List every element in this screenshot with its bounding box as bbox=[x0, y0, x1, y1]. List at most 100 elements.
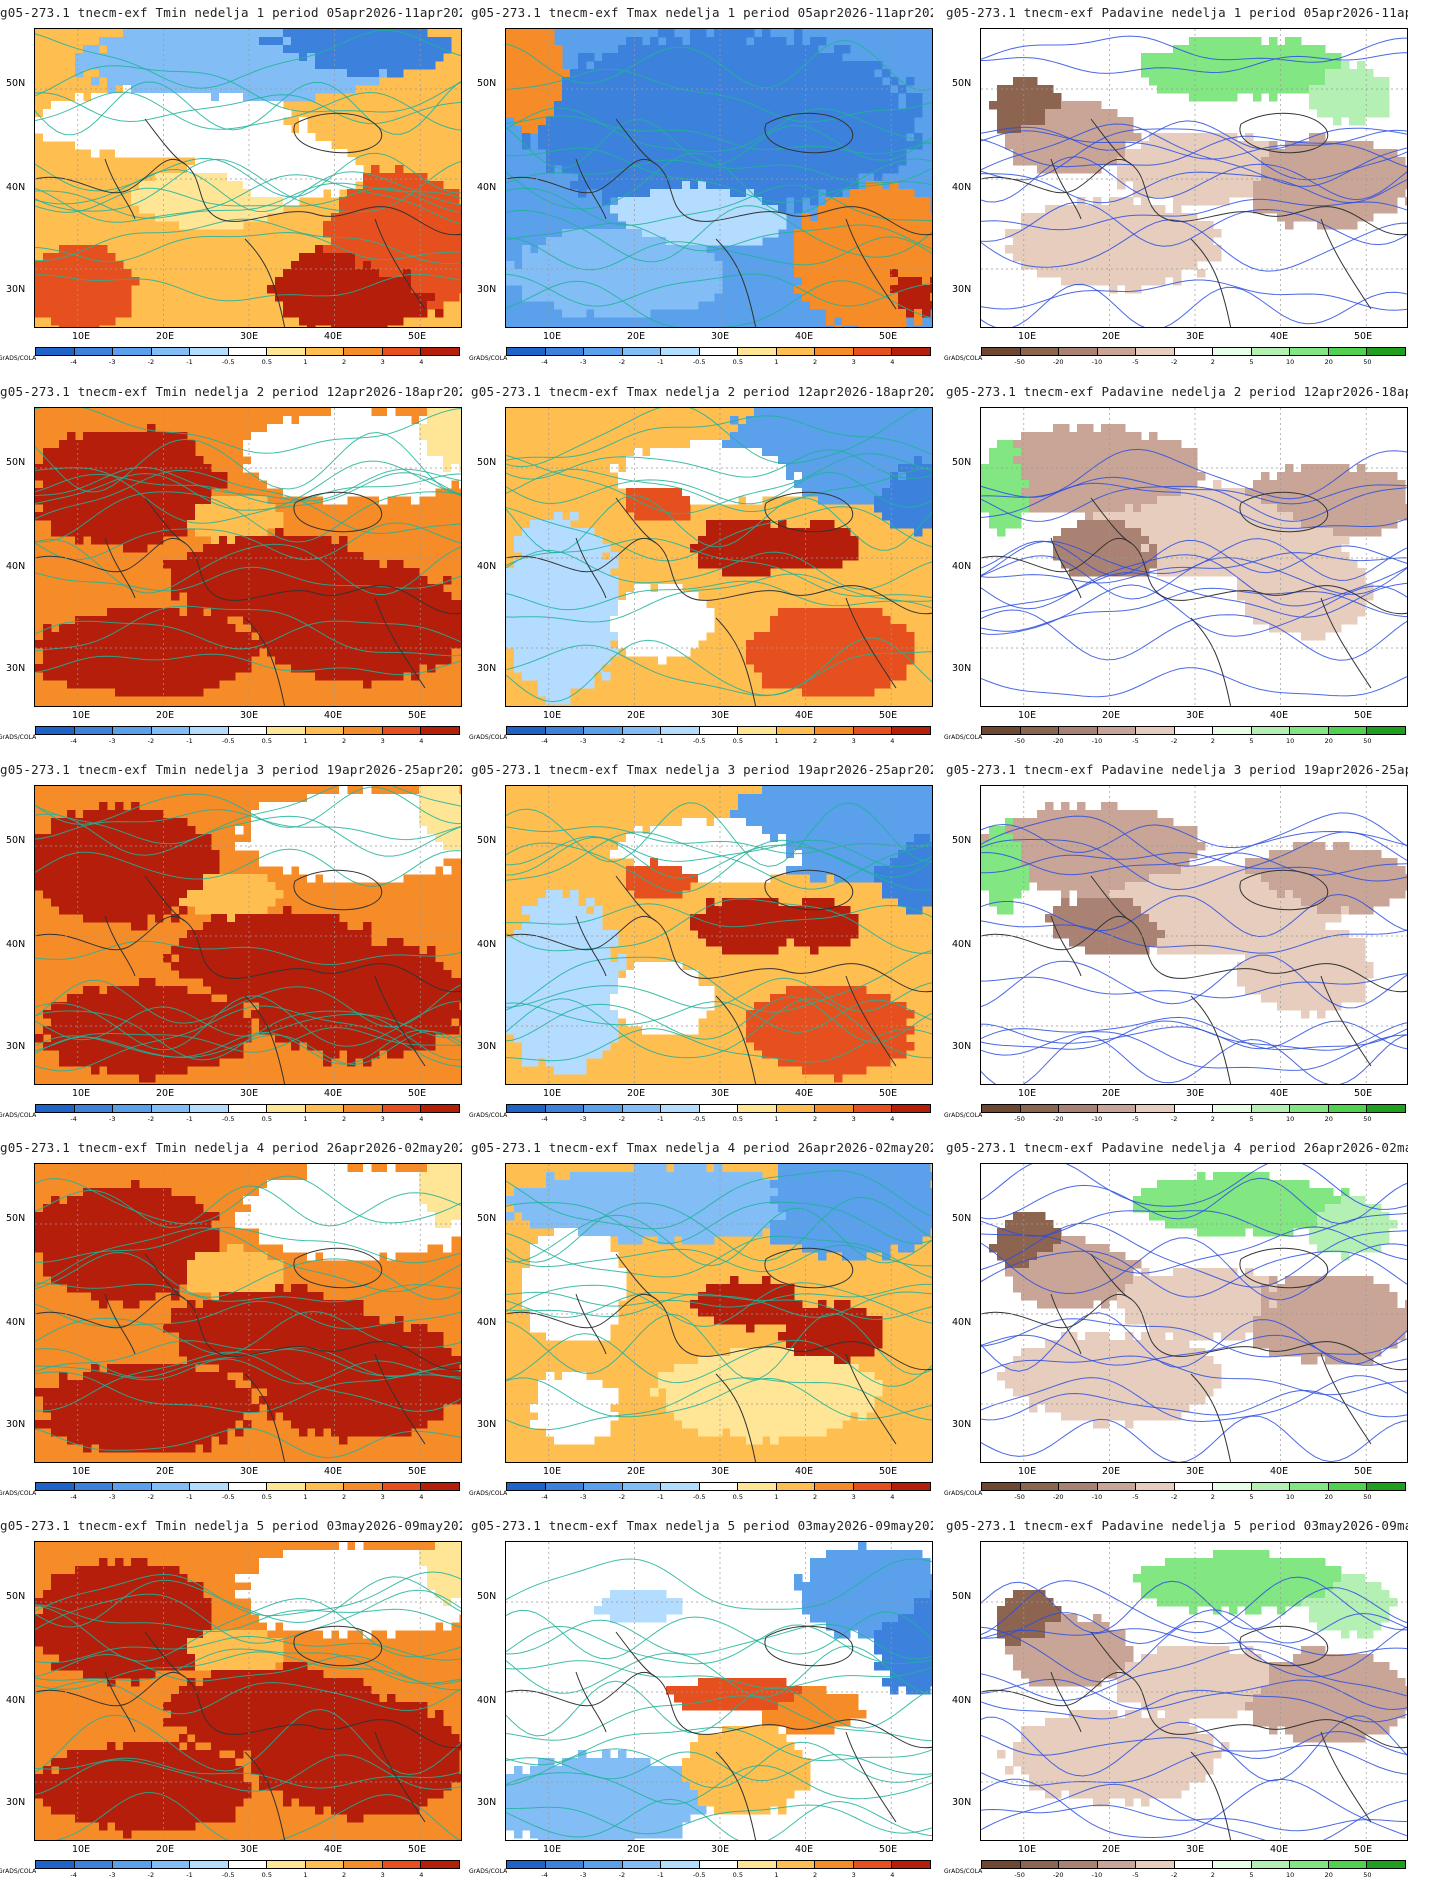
colorbar-swatch bbox=[36, 1105, 75, 1112]
colorbar-swatch bbox=[622, 348, 662, 355]
longitude-label: 50E bbox=[1354, 1844, 1373, 1855]
colorbar-tick-label: 4 bbox=[890, 358, 895, 366]
colorbar-swatch bbox=[36, 727, 75, 734]
colorbar-tick-label: 4 bbox=[890, 1871, 895, 1879]
colorbar-tick-label: -0.5 bbox=[221, 358, 235, 366]
colorbar-swatch bbox=[853, 1861, 893, 1868]
latitude-label: 30N bbox=[477, 1797, 497, 1808]
colorbar-tick-label: -2 bbox=[618, 737, 626, 745]
colorbar-tick-label: 2 bbox=[813, 1115, 818, 1123]
colorbar-tick-label: -2 bbox=[1170, 1493, 1178, 1501]
colorbar-tick-label: -1 bbox=[657, 1871, 664, 1879]
colorbar-swatch bbox=[382, 727, 422, 734]
longitude-label: 30E bbox=[1186, 710, 1205, 721]
colorbar-tick-label: 4 bbox=[890, 1493, 895, 1501]
colorbar-swatch bbox=[382, 1105, 422, 1112]
latitude-label: 30N bbox=[952, 1419, 972, 1430]
colorbar-legend: GrADS/COLA -50 -20 -10 -5 -2 2 5 10 20 50 bbox=[944, 1860, 1408, 1884]
latitude-label: 30N bbox=[477, 284, 497, 295]
colorbar-tick-label: 3 bbox=[380, 737, 385, 745]
longitude-label: 40E bbox=[795, 1088, 814, 1099]
panel-title: g05-273.1 tnecm-exf Padavine nedelja 5 p… bbox=[946, 1518, 1408, 1533]
colorbar-legend: GrADS/COLA -4 -3 -2 -1 -0.5 0.5 1 2 3 4 bbox=[469, 1104, 933, 1128]
colorbar-tick-label: -10 bbox=[1091, 1493, 1103, 1501]
colorbar-tick-label: -2 bbox=[1170, 737, 1178, 745]
colorbar-legend: GrADS/COLA -50 -20 -10 -5 -2 2 5 10 20 50 bbox=[944, 347, 1408, 371]
colorbar-swatch bbox=[1020, 348, 1060, 355]
colorbar-swatches bbox=[981, 726, 1406, 735]
longitude-label: 30E bbox=[711, 710, 730, 721]
colorbar-tick-label: -3 bbox=[109, 737, 116, 745]
colorbar-swatch bbox=[190, 727, 229, 734]
colorbar-tick-label: 5 bbox=[1249, 1871, 1254, 1879]
colorbar-tick-label: 20 bbox=[1324, 358, 1333, 366]
colorbar-tick-label: -2 bbox=[1170, 1871, 1178, 1879]
colorbar-tick-label: -20 bbox=[1052, 1493, 1064, 1501]
longitude-label: 20E bbox=[1102, 710, 1121, 721]
colorbar-tick-label: -3 bbox=[109, 1493, 116, 1501]
colorbar-swatch bbox=[622, 1861, 662, 1868]
colorbar-swatch bbox=[982, 348, 1021, 355]
colorbar-tick-label: -1 bbox=[186, 358, 193, 366]
colorbar-swatch bbox=[1059, 1483, 1098, 1490]
anomaly-field bbox=[35, 1542, 461, 1840]
colorbar-swatch bbox=[584, 1861, 623, 1868]
latitude-label: 30N bbox=[952, 1041, 972, 1052]
longitude-label: 30E bbox=[1186, 1844, 1205, 1855]
colorbar-swatch bbox=[1136, 1861, 1175, 1868]
colorbar-tick-label: 2 bbox=[1210, 358, 1215, 366]
longitude-label: 40E bbox=[795, 1844, 814, 1855]
grads-credit-label: GrADS/COLA bbox=[469, 355, 508, 362]
colorbar-swatches bbox=[35, 1860, 460, 1869]
grads-credit-label: GrADS/COLA bbox=[0, 734, 37, 741]
colorbar-tick-label: -5 bbox=[1132, 1871, 1139, 1879]
colorbar-tick-label: -50 bbox=[1014, 1871, 1025, 1879]
colorbar-swatch bbox=[1020, 1105, 1060, 1112]
colorbar-tick-label: 2 bbox=[1210, 1871, 1215, 1879]
colorbar-tick-label: -2 bbox=[1170, 1115, 1178, 1123]
colorbar-swatches bbox=[506, 1104, 931, 1113]
colorbar-swatch bbox=[421, 1861, 460, 1868]
colorbar-tick-label: 10 bbox=[1285, 1493, 1295, 1501]
colorbar-swatch bbox=[1097, 727, 1137, 734]
colorbar-swatch bbox=[228, 1483, 268, 1490]
colorbar-swatch bbox=[1020, 1861, 1060, 1868]
colorbar-swatch bbox=[267, 1483, 306, 1490]
colorbar-swatch bbox=[507, 1483, 546, 1490]
grads-credit-label: GrADS/COLA bbox=[944, 734, 983, 741]
longitude-label: 10E bbox=[72, 1088, 91, 1099]
colorbar-swatch bbox=[113, 1105, 152, 1112]
colorbar-swatch bbox=[699, 348, 739, 355]
longitude-label: 20E bbox=[627, 710, 646, 721]
longitude-label: 40E bbox=[1270, 1466, 1289, 1477]
map-area bbox=[980, 407, 1408, 707]
colorbar-tick-label: 0.5 bbox=[732, 1115, 743, 1123]
colorbar-tick-label: -0.5 bbox=[221, 1115, 235, 1123]
colorbar-swatch bbox=[738, 1105, 777, 1112]
colorbar-tick-label: -4 bbox=[70, 1493, 77, 1501]
longitude-label: 50E bbox=[408, 331, 427, 342]
colorbar-swatch bbox=[1136, 1105, 1175, 1112]
anomaly-field bbox=[35, 1164, 461, 1462]
grads-credit-label: GrADS/COLA bbox=[0, 1112, 37, 1119]
grads-credit-label: GrADS/COLA bbox=[469, 1868, 508, 1875]
longitude-label: 20E bbox=[627, 1088, 646, 1099]
colorbar-tick-label: -20 bbox=[1052, 358, 1064, 366]
colorbar-swatch bbox=[982, 1105, 1021, 1112]
panel-title: g05-273.1 tnecm-exf Tmin nedelja 4 perio… bbox=[0, 1140, 462, 1155]
colorbar-swatch bbox=[584, 1483, 623, 1490]
colorbar-swatches bbox=[35, 347, 460, 356]
colorbar-tick-label: 10 bbox=[1285, 358, 1295, 366]
colorbar-swatch bbox=[113, 727, 152, 734]
latitude-label: 30N bbox=[952, 663, 972, 674]
longitude-label: 30E bbox=[240, 1844, 259, 1855]
colorbar-swatch bbox=[699, 1105, 739, 1112]
colorbar-swatches bbox=[35, 1104, 460, 1113]
colorbar-swatch bbox=[1136, 348, 1175, 355]
longitude-label: 10E bbox=[1018, 1466, 1037, 1477]
longitude-label: 20E bbox=[156, 1844, 175, 1855]
colorbar-tick-label: -4 bbox=[541, 1493, 548, 1501]
colorbar-tick-label: 20 bbox=[1324, 1871, 1333, 1879]
latitude-label: 40N bbox=[952, 182, 972, 193]
colorbar-swatch bbox=[382, 1483, 422, 1490]
